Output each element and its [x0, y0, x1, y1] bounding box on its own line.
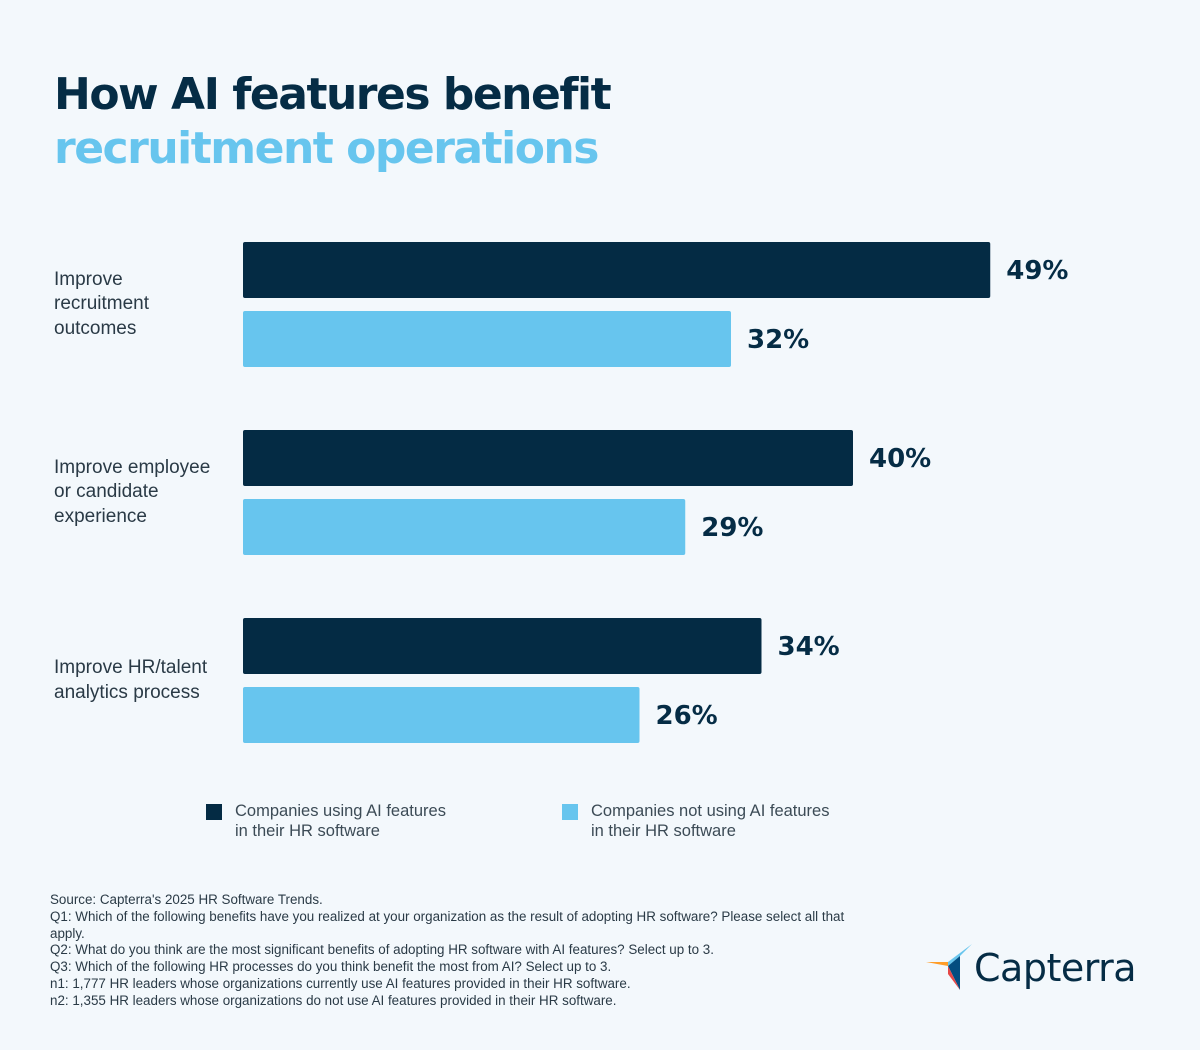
- value-label-using-ai-2: 40%: [869, 444, 931, 474]
- legend-label-not-using-ai-line2: in their HR software: [591, 822, 736, 840]
- source-notes: Source: Capterra's 2025 HR Software Tren…: [50, 892, 880, 1010]
- value-label-not-using-ai-3: 26%: [656, 701, 718, 731]
- bar-not-using-ai-3: [243, 687, 640, 743]
- category-label-line: recruitment: [54, 293, 150, 315]
- bar-not-using-ai-2: [243, 499, 686, 555]
- capterra-wordmark: Capterra: [974, 946, 1137, 990]
- legend-swatch-using-ai: [206, 804, 222, 820]
- category-label-line: experience: [54, 505, 147, 527]
- bar-using-ai-1: [243, 242, 991, 298]
- bar-using-ai-3: [243, 618, 762, 674]
- title-line-2: recruitment operations: [54, 123, 599, 174]
- bar-using-ai-2: [243, 430, 853, 486]
- category-label-line: Improve employee: [54, 456, 211, 478]
- bar-not-using-ai-1: [243, 311, 731, 367]
- value-label-not-using-ai-1: 32%: [747, 325, 809, 355]
- category-label-2: Improve employee or candidate experience: [54, 456, 234, 530]
- legend-label-using-ai-line2: in their HR software: [235, 822, 380, 840]
- legend-swatch-not-using-ai: [562, 804, 578, 820]
- value-label-not-using-ai-2: 29%: [701, 513, 763, 543]
- category-label-line: Improve HR/talent: [54, 657, 208, 678]
- category-label-1: Improve recruitment outcomes: [54, 268, 234, 342]
- legend-label-not-using-ai-line1: Companies not using AI features: [591, 802, 830, 820]
- category-label-line: Improve: [54, 268, 123, 290]
- source-line: Source: Capterra's 2025 HR Software Tren…: [50, 892, 323, 907]
- category-label-3: Improve HR/talent analytics process: [54, 656, 234, 705]
- value-label-using-ai-3: 34%: [778, 632, 840, 662]
- source-n1: n1: 1,777 HR leaders whose organizations…: [50, 975, 631, 991]
- title-line-1: How AI features benefit: [54, 69, 612, 120]
- source-q1: Q1: Which of the following benefits have…: [50, 908, 845, 941]
- category-label-line: outcomes: [54, 317, 137, 339]
- category-label-line: or candidate: [54, 481, 159, 503]
- value-label-using-ai-1: 49%: [1006, 256, 1068, 286]
- source-q3: Q3: Which of the following HR processes …: [50, 959, 612, 975]
- chart-title: How AI features benefit recruitment oper…: [54, 68, 612, 176]
- bar-chart: 49% 40% 34% 32% 29% 26%: [243, 242, 1068, 743]
- capterra-logo: Capterra: [926, 944, 1146, 994]
- capterra-arrow-icon: [926, 944, 972, 990]
- source-n2: n2: 1,355 HR leaders whose organizations…: [50, 992, 617, 1008]
- category-label-line: analytics process: [54, 681, 200, 703]
- legend-label-using-ai-line1: Companies using AI features: [235, 802, 446, 820]
- source-q2: Q2: What do you think are the most signi…: [50, 942, 714, 958]
